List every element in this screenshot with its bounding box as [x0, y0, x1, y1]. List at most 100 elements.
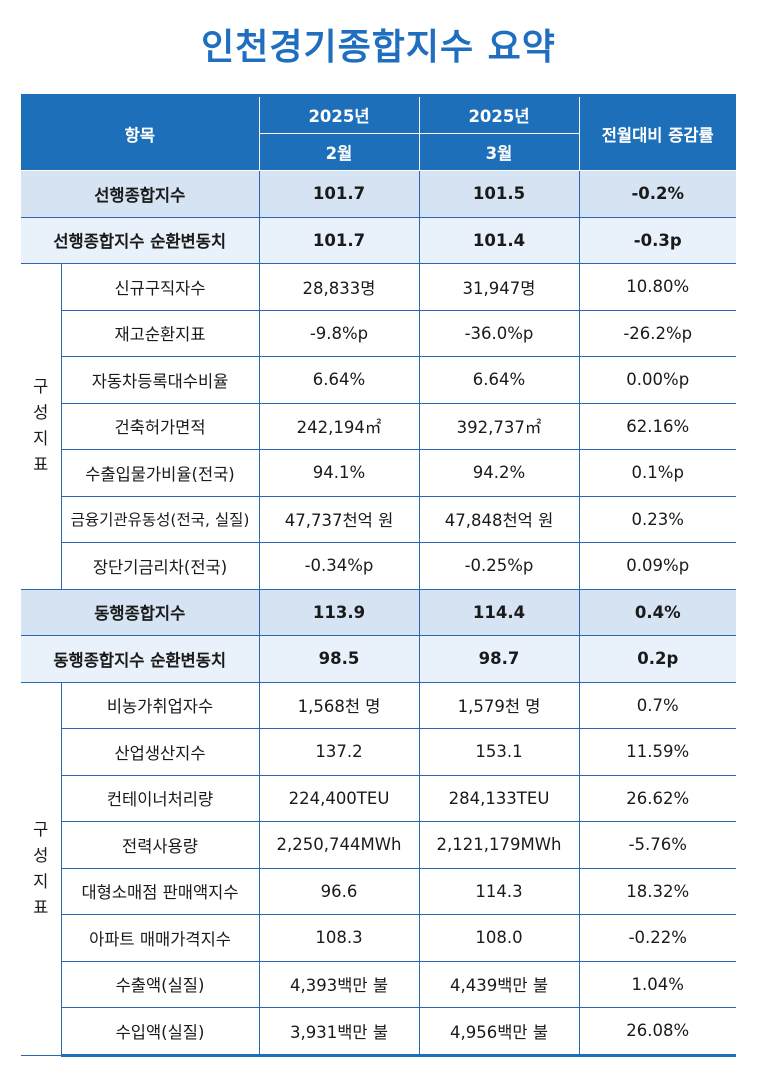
value-change: 0.1%p	[578, 449, 736, 497]
value-feb: 113.9	[258, 588, 420, 636]
value-change: 11.59%	[578, 728, 736, 776]
row-label: 선행종합지수 순환변동치	[21, 216, 260, 264]
header-change: 전월대비 증감률	[579, 95, 736, 171]
value-mar: 31,947명	[418, 263, 580, 311]
table-row-coincident-index: 동행종합지수 113.9 114.4 0.4%	[21, 588, 736, 636]
value-change: 0.23%	[578, 495, 736, 543]
table-row: 수출액(실질) 4,393백만 불 4,439백만 불 1.04%	[21, 960, 736, 1008]
value-mar: 94.2%	[418, 449, 580, 497]
row-label: 신규구직자수	[60, 263, 260, 311]
table-row-leading-cyclical: 선행종합지수 순환변동치 101.7 101.4 -0.3p	[21, 216, 736, 264]
table-row: 자동차등록대수비율 6.64% 6.64% 0.00%p	[21, 356, 736, 404]
value-feb: 224,400TEU	[258, 774, 420, 822]
value-mar: 4,439백만 불	[418, 960, 580, 1008]
value-change: 0.4%	[578, 588, 736, 636]
row-label: 금융기관유동성(전국, 실질)	[61, 495, 260, 543]
row-label: 선행종합지수	[21, 170, 260, 218]
value-change: 26.08%	[578, 1007, 736, 1057]
value-feb: 101.7	[258, 216, 420, 264]
page-title: 인천경기종합지수 요약	[201, 27, 556, 68]
value-mar: 284,133TEU	[418, 774, 580, 822]
value-mar: 1,579천 명	[418, 681, 580, 729]
row-label: 산업생산지수	[61, 728, 260, 776]
row-label: 비농가취업자수	[60, 681, 260, 729]
row-label: 장단기금리차(전국)	[61, 542, 260, 590]
row-label: 건축허가면적	[61, 402, 260, 450]
value-change: 26.62%	[578, 774, 736, 822]
value-feb: 98.5	[258, 635, 420, 683]
value-feb: 137.2	[258, 728, 420, 776]
row-label: 동행종합지수 순환변동치	[21, 635, 260, 683]
row-label: 자동차등록대수비율	[61, 356, 260, 404]
value-change: 0.09%p	[578, 542, 736, 590]
table-row: 건축허가면적 242,194㎡ 392,737㎡ 62.16%	[21, 402, 736, 450]
value-change: 1.04%	[578, 960, 736, 1008]
value-mar: 4,956백만 불	[418, 1007, 580, 1057]
value-change: 0.2p	[578, 635, 736, 683]
value-mar: 6.64%	[418, 356, 580, 404]
row-label: 대형소매점 판매액지수	[61, 867, 260, 915]
value-mar: 98.7	[418, 635, 580, 683]
value-feb: 96.6	[258, 867, 420, 915]
header-year-mar: 2025년	[418, 95, 580, 134]
value-change: -0.2%	[578, 170, 736, 218]
table-row-leading-index: 선행종합지수 101.7 101.5 -0.2%	[21, 170, 736, 218]
table-row: 컨테이너처리량 224,400TEU 284,133TEU 26.62%	[21, 774, 736, 822]
value-change: -5.76%	[578, 821, 736, 869]
value-feb: 101.7	[258, 170, 420, 218]
value-mar: 392,737㎡	[418, 402, 580, 450]
row-label: 컨테이너처리량	[61, 774, 260, 822]
table-row: 재고순환지표 -9.8%p -36.0%p -26.2%p	[21, 309, 736, 357]
value-feb: -0.34%p	[258, 542, 420, 590]
value-change: 0.00%p	[578, 356, 736, 404]
value-feb: 108.3	[258, 914, 420, 962]
table-row: 산업생산지수 137.2 153.1 11.59%	[21, 728, 736, 776]
row-label: 전력사용량	[61, 821, 260, 869]
header-month-mar: 3월	[418, 133, 580, 171]
value-change: 10.80%	[578, 263, 736, 311]
value-change: 18.32%	[578, 867, 736, 915]
value-change: -26.2%p	[578, 309, 736, 357]
table-row-coincident-cyclical: 동행종합지수 순환변동치 98.5 98.7 0.2p	[21, 635, 736, 683]
value-feb: 2,250,744MWh	[258, 821, 420, 869]
value-feb: 6.64%	[258, 356, 420, 404]
header-item: 항목	[21, 95, 259, 171]
header-month-feb: 2월	[258, 133, 420, 171]
row-label: 아파트 매매가격지수	[61, 914, 260, 962]
value-change: -0.22%	[578, 914, 736, 962]
value-feb: 47,737천억 원	[258, 495, 420, 543]
value-feb: 4,393백만 불	[258, 960, 420, 1008]
row-label: 수출액(실질)	[61, 960, 260, 1008]
value-mar: 153.1	[418, 728, 580, 776]
table-row: 수출입물가비율(전국) 94.1% 94.2% 0.1%p	[21, 449, 736, 497]
value-mar: 101.4	[418, 216, 580, 264]
value-change: -0.3p	[578, 216, 736, 264]
summary-table: 항목 2025년 2025년 전월대비 증감률 2월 3월 선행종합지수 101…	[21, 94, 736, 1057]
value-mar: -36.0%p	[418, 309, 580, 357]
value-feb: 3,931백만 불	[258, 1007, 420, 1057]
table-row: 수입액(실질) 3,931백만 불 4,956백만 불 26.08%	[21, 1007, 736, 1057]
value-mar: 101.5	[418, 170, 580, 218]
table-row: 금융기관유동성(전국, 실질) 47,737천억 원 47,848천억 원 0.…	[21, 495, 736, 543]
value-change: 62.16%	[578, 402, 736, 450]
value-feb: 1,568천 명	[258, 681, 420, 729]
table-row: 전력사용량 2,250,744MWh 2,121,179MWh -5.76%	[21, 821, 736, 869]
value-feb: 28,833명	[258, 263, 420, 311]
row-label: 재고순환지표	[61, 309, 260, 357]
row-label: 수출입물가비율(전국)	[61, 449, 260, 497]
value-mar: -0.25%p	[418, 542, 580, 590]
value-feb: 94.1%	[258, 449, 420, 497]
value-mar: 114.3	[418, 867, 580, 915]
value-feb: 242,194㎡	[258, 402, 420, 450]
value-mar: 47,848천억 원	[418, 495, 580, 543]
table-row: 장단기금리차(전국) -0.34%p -0.25%p 0.09%p	[21, 542, 736, 590]
value-mar: 114.4	[418, 588, 580, 636]
value-mar: 2,121,179MWh	[418, 821, 580, 869]
table-row: 아파트 매매가격지수 108.3 108.0 -0.22%	[21, 914, 736, 962]
value-feb: -9.8%p	[258, 309, 420, 357]
value-change: 0.7%	[578, 681, 736, 729]
